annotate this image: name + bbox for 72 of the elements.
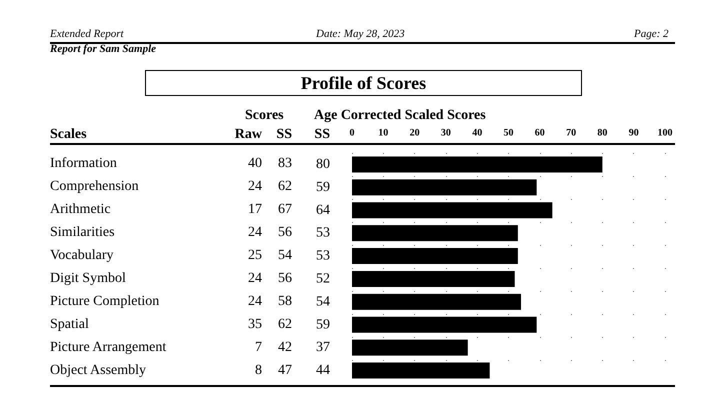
category-label: Object Assembly <box>50 362 146 380</box>
data-label: 24 <box>248 292 262 311</box>
bar <box>352 248 518 264</box>
data-label: 35 <box>248 316 262 334</box>
category-label: Information <box>50 155 117 174</box>
data-label: 24 <box>248 178 262 196</box>
bar <box>352 202 552 218</box>
category-label: Digit Symbol <box>50 270 126 288</box>
data-label: 25 <box>248 247 262 266</box>
data-label: 44 <box>316 363 330 378</box>
data-label: 17 <box>248 201 262 220</box>
data-label: 53 <box>316 226 330 241</box>
data-label: 40 <box>248 155 262 174</box>
x-tick-label: 60 <box>534 128 545 138</box>
data-label: 67 <box>278 201 292 220</box>
text: Raw <box>234 127 262 143</box>
category-label: Picture Arrangement <box>50 338 166 357</box>
data-label: 52 <box>316 271 330 286</box>
data-label: 59 <box>316 317 330 332</box>
bar <box>352 225 518 242</box>
x-tick-label: 80 <box>597 128 608 138</box>
category-label: Similarities <box>50 224 115 242</box>
text: SS <box>276 127 292 143</box>
bar <box>352 340 468 356</box>
data-label: 62 <box>278 316 292 334</box>
data-label: 54 <box>278 247 292 266</box>
x-tick-label: 90 <box>628 128 639 138</box>
x-tick-label: 10 <box>378 128 388 138</box>
x-tick-label: 20 <box>410 128 420 138</box>
data-label: 24 <box>248 270 262 288</box>
x-tick-label: 50 <box>504 128 514 138</box>
data-label: 64 <box>316 202 330 218</box>
bar <box>352 179 537 196</box>
bar <box>352 362 490 379</box>
data-label: 24 <box>248 224 262 242</box>
text: Scales <box>50 127 87 143</box>
bar <box>352 316 537 333</box>
text: Profile of Scores <box>145 70 582 96</box>
bar <box>352 270 515 287</box>
category-label: Comprehension <box>50 178 139 196</box>
bar <box>352 156 602 172</box>
data-label: 53 <box>316 248 330 264</box>
text: Extended Report <box>50 28 124 40</box>
text: Page: 2 <box>634 28 669 40</box>
category-label: Picture Completion <box>50 292 160 311</box>
data-label: 54 <box>316 294 330 310</box>
data-label: 37 <box>316 340 330 356</box>
data-label: 56 <box>278 224 292 242</box>
text: Scores <box>245 108 284 124</box>
x-tick-label: 100 <box>658 128 672 138</box>
data-label: 80 <box>316 156 330 172</box>
data-label: 8 <box>255 362 262 380</box>
category-label: Vocabulary <box>50 247 114 266</box>
text: Report for Sam Sample <box>50 43 156 55</box>
bar <box>352 294 522 310</box>
text: Age Corrected Scaled Scores <box>314 108 486 124</box>
data-label: 58 <box>278 292 292 311</box>
data-label: 83 <box>278 155 292 174</box>
x-tick-label: 70 <box>566 128 576 138</box>
category-label: Arithmetic <box>50 201 111 220</box>
x-tick-label: 40 <box>472 128 482 138</box>
data-label: 56 <box>278 270 292 288</box>
data-label: 7 <box>255 338 262 357</box>
x-tick-label: 0 <box>350 128 354 138</box>
x-tick-label: 30 <box>440 128 451 138</box>
data-label: 47 <box>278 362 292 380</box>
data-label: 62 <box>278 178 292 196</box>
text: Date: May 28, 2023 <box>316 28 405 40</box>
data-label: 42 <box>278 338 292 357</box>
category-label: Spatial <box>50 316 89 334</box>
data-label: 59 <box>316 180 330 195</box>
series-label: SS <box>314 127 330 143</box>
